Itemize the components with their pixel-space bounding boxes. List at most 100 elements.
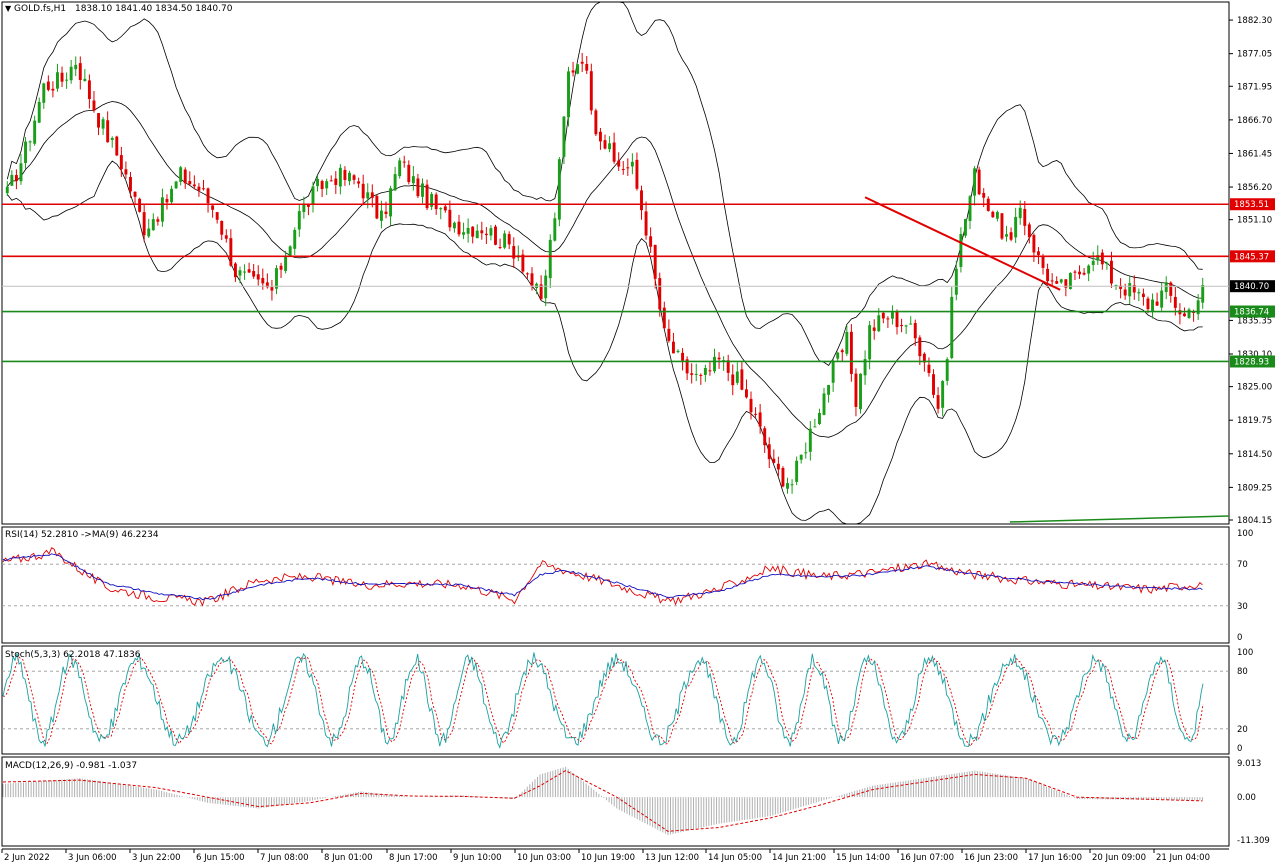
last-price-label: 1840.70 <box>1234 282 1269 292</box>
candle-body <box>612 142 616 162</box>
candle-body <box>261 277 265 284</box>
candle-body <box>635 159 639 189</box>
candle-body <box>484 233 488 236</box>
candle-body <box>343 169 347 180</box>
candle-body <box>179 167 183 182</box>
candle-body <box>918 337 922 357</box>
triangle-down-icon[interactable]: ▼ <box>5 4 12 13</box>
candle-body <box>170 188 173 203</box>
level-price-label: 1828.93 <box>1234 357 1269 367</box>
rsi-pane-title: RSI(14) 52.2810 ->MA(9) 46.2234 <box>5 530 159 540</box>
candle-body <box>197 186 201 191</box>
candle-body <box>215 212 219 220</box>
candle-body <box>1091 260 1095 265</box>
candle-body <box>192 184 196 187</box>
pane-frame-rsi <box>1 526 1230 644</box>
candle-body <box>1146 298 1150 310</box>
candle-body <box>895 311 899 328</box>
level-price-label: 1845.37 <box>1234 252 1269 262</box>
candle-body <box>462 232 466 235</box>
candle-body <box>603 140 607 149</box>
pane-frame-macd <box>1 756 1230 847</box>
candle-body <box>5 186 9 194</box>
candle-body <box>1023 208 1027 226</box>
candle-body <box>571 70 575 73</box>
candle-body <box>202 188 205 190</box>
candle-body <box>10 174 14 186</box>
candle-body <box>1082 272 1086 275</box>
candle-body <box>256 274 260 280</box>
candle-body <box>1169 282 1173 296</box>
candle-body <box>74 64 78 70</box>
candle-body <box>836 352 840 359</box>
candle-body <box>626 167 630 169</box>
candle-body <box>1055 281 1059 284</box>
candle-body <box>279 265 283 270</box>
candle-body <box>379 210 383 221</box>
candle-body <box>913 323 917 339</box>
macd-axis-label: -11.309 <box>1237 836 1270 846</box>
candle-body <box>133 191 137 197</box>
candle-body <box>795 460 799 482</box>
candle-body <box>676 350 680 353</box>
candle-body <box>124 169 128 175</box>
candle-body <box>744 389 748 398</box>
candle-body <box>553 218 557 241</box>
candle-body <box>1110 260 1113 284</box>
candle-body <box>995 212 999 219</box>
candle-body <box>585 63 589 71</box>
candle-body <box>525 273 529 275</box>
level-price-tag <box>1230 355 1275 368</box>
candle-body <box>24 141 27 163</box>
candle-body <box>1005 234 1008 237</box>
candle-body <box>726 360 730 373</box>
candle-body <box>439 208 443 210</box>
macd-pane-title: MACD(12,26,9) -0.981 -1.037 <box>5 761 138 771</box>
candle-body <box>922 353 926 363</box>
candle-body <box>649 236 653 247</box>
candle-body <box>471 226 475 237</box>
candle-body <box>1014 216 1018 238</box>
candle-body <box>941 381 945 408</box>
candle-body <box>1201 285 1205 303</box>
price-axis-label: 1804.15 <box>1237 516 1272 526</box>
candle-body <box>284 256 288 271</box>
candle-body <box>138 198 142 212</box>
candle-body <box>65 79 69 81</box>
candle-body <box>393 174 397 191</box>
candle-body <box>480 230 484 234</box>
candle-body <box>868 325 872 360</box>
candle-body <box>950 296 954 358</box>
price-axis-label: 1809.25 <box>1237 483 1272 493</box>
candle-body <box>945 359 949 381</box>
bollinger-middle-band <box>6 101 1203 438</box>
candle-body <box>457 221 461 235</box>
bollinger-lower-band <box>6 160 1203 525</box>
candle-body <box>452 222 456 229</box>
candle-body <box>977 169 981 195</box>
symbol-label: GOLD.fs,H1 <box>14 4 67 14</box>
candle-body <box>247 269 251 273</box>
candle-body <box>909 323 913 325</box>
candle-body <box>877 315 881 332</box>
macd-axis-label: 0.00 <box>1237 793 1256 803</box>
candle-body <box>557 159 561 220</box>
candle-body <box>1183 313 1186 317</box>
price-axis-label: 1861.45 <box>1237 149 1272 159</box>
price-axis-label: 1835.35 <box>1237 316 1272 326</box>
macd-axis-label: 9.013 <box>1237 759 1261 769</box>
main-pane-title: ▼ GOLD.fs,H1 1838.10 1841.40 1834.50 184… <box>5 4 232 14</box>
candle-body <box>507 234 511 245</box>
candle-body <box>407 164 411 183</box>
candle-body <box>206 188 210 204</box>
candle-body <box>621 168 625 170</box>
candle-body <box>233 263 237 278</box>
level-price-label: 1853.51 <box>1234 200 1269 210</box>
stoch-axis-label: 0 <box>1237 744 1242 754</box>
candle-body <box>740 369 744 390</box>
candle-body <box>352 175 356 180</box>
candle-body <box>530 273 534 286</box>
candle-body <box>598 131 602 142</box>
candle-body <box>421 183 424 197</box>
